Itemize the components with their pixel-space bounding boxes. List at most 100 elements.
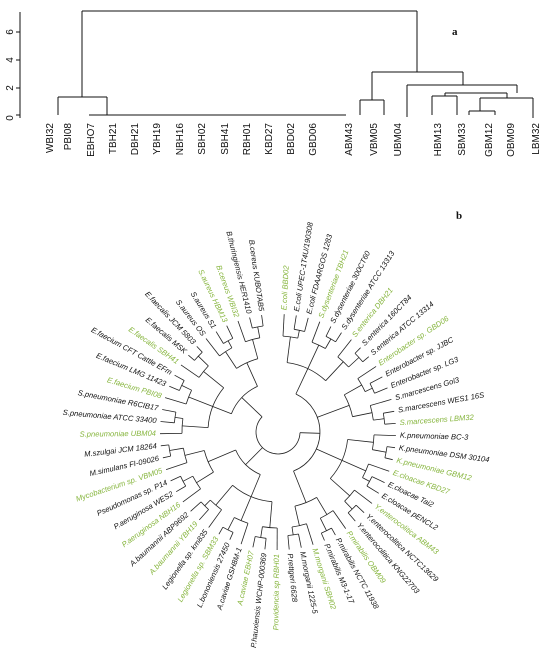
dendrogram-leaf-label: SBH02 bbox=[197, 123, 208, 155]
taxon-label: S.marcescens LBM32 bbox=[399, 413, 475, 427]
taxon-label: S.pneumoniae ATCC 33400 bbox=[62, 408, 157, 425]
tree-branch bbox=[384, 457, 393, 461]
tree-branch bbox=[252, 339, 259, 359]
tree-branch bbox=[386, 446, 396, 449]
tree-branch bbox=[366, 476, 373, 487]
tree-branch bbox=[335, 332, 342, 343]
tree-branch bbox=[354, 489, 373, 504]
dendrogram-branch bbox=[431, 95, 458, 115]
tree-branch bbox=[343, 394, 353, 417]
dendrogram-leaf-label: RBH01 bbox=[242, 123, 253, 156]
tree-branch bbox=[170, 475, 181, 482]
tree-branch bbox=[160, 421, 175, 424]
tree-branch bbox=[325, 338, 332, 349]
tree-branch bbox=[320, 532, 325, 541]
tree-branch bbox=[169, 447, 184, 451]
tree-branch bbox=[341, 460, 366, 472]
tree-branch bbox=[160, 444, 169, 447]
tree-branch bbox=[331, 527, 336, 536]
dendrogram-branch bbox=[57, 96, 108, 115]
tree-branch bbox=[373, 434, 396, 436]
tree-branch bbox=[347, 512, 356, 522]
dendrogram-leaf-label: YBH19 bbox=[152, 123, 163, 155]
tree-branch bbox=[325, 336, 336, 343]
tree-branch bbox=[366, 485, 380, 494]
tree-branch bbox=[294, 506, 300, 526]
dendrogram-leaf-label: LBM32 bbox=[531, 123, 542, 155]
tree-branch bbox=[199, 509, 209, 521]
dendrogram-leaf-label: SBH41 bbox=[220, 123, 231, 155]
tree-branch bbox=[372, 449, 387, 453]
tree-branch bbox=[162, 455, 171, 459]
tree-branch bbox=[297, 330, 300, 339]
dendrogram-branch bbox=[359, 99, 385, 115]
tree-branch bbox=[306, 523, 314, 545]
tree-branch bbox=[304, 317, 309, 332]
tree-branch bbox=[269, 501, 273, 528]
tree-branch bbox=[316, 497, 328, 515]
dendrogram-leaf-label: NBH16 bbox=[175, 123, 186, 156]
dendrogram-branch bbox=[468, 110, 496, 115]
tree-branch bbox=[182, 425, 209, 428]
tree-branch bbox=[362, 477, 370, 482]
taxon-label: S.pneumoniae UBM04 bbox=[80, 429, 157, 439]
tree-branch bbox=[252, 325, 264, 329]
tree-branch bbox=[192, 476, 201, 490]
tree-branch bbox=[369, 376, 383, 384]
tree-branch bbox=[325, 326, 332, 337]
tree-branch bbox=[347, 439, 374, 443]
tree-branch bbox=[330, 478, 350, 497]
dendrogram-leaf-labels: WBI32 PBI08 EBHO7 TBH21 DBH21 YBH19 NBH16 SBH02… bbox=[45, 123, 542, 157]
tree-branch bbox=[208, 509, 222, 528]
tree-branch bbox=[257, 326, 261, 338]
tree-branch bbox=[337, 339, 352, 358]
tree-branch bbox=[364, 387, 373, 392]
tree-branch bbox=[295, 368, 309, 395]
taxon-label: K.pneumoniae BC-3 bbox=[400, 431, 469, 442]
tree-leaf-labels: E.coli BBD02 E.coli UPEC-1T4U/190308E.col… bbox=[62, 221, 490, 649]
taxon-label: P.rettgeri 6628 bbox=[286, 553, 300, 603]
tree-branch bbox=[357, 366, 377, 379]
tree-branch bbox=[212, 406, 232, 415]
tree-branch bbox=[227, 340, 233, 348]
y-axis-tick-label: 2 bbox=[5, 85, 16, 91]
tree-branch bbox=[180, 364, 200, 378]
tree-branch bbox=[317, 405, 350, 418]
dendrogram-branch bbox=[479, 97, 534, 118]
tree-branch bbox=[196, 346, 203, 353]
tree-branch bbox=[205, 338, 220, 357]
dendrogram-leaf-label: WBI32 bbox=[45, 123, 56, 153]
dendrogram-panel: 0 2 4 6 WBI32 PBI08 EBHO7 TBH21 DBH21 YBH19 NB… bbox=[5, 10, 542, 157]
tree-branch bbox=[249, 317, 253, 329]
panel-b-label: b bbox=[456, 210, 462, 222]
tree-branch bbox=[373, 418, 385, 421]
tree-branch bbox=[203, 371, 224, 389]
tree-branch bbox=[229, 532, 234, 540]
dendrogram-leaf-label: HBM13 bbox=[433, 123, 444, 157]
tree-branch bbox=[352, 412, 373, 418]
tree-branch bbox=[370, 399, 392, 406]
dendrogram-leaf-label: OBM09 bbox=[506, 123, 517, 157]
tree-branch bbox=[298, 533, 302, 548]
tree-branch bbox=[218, 527, 224, 535]
tree-branch bbox=[291, 526, 294, 535]
dendrogram-leaf-label: BBD02 bbox=[286, 123, 297, 155]
tree-branch bbox=[287, 535, 290, 550]
tree-branch bbox=[371, 476, 385, 483]
tree-branch bbox=[225, 351, 237, 369]
tree-branch bbox=[182, 475, 193, 482]
tree-branch bbox=[348, 357, 360, 368]
phylogenetic-tree-panel: b E.coli BBD02 E.coli UPEC-1T4U/190308E.c… bbox=[62, 210, 490, 648]
tree-branch bbox=[319, 518, 327, 531]
tree-branch bbox=[215, 485, 233, 506]
tree-branch bbox=[260, 526, 263, 538]
tree-branch bbox=[184, 450, 205, 456]
tree-branch bbox=[240, 523, 249, 545]
tree-branch bbox=[307, 344, 320, 369]
dendrogram-branches bbox=[57, 10, 534, 118]
dendrogram-branch bbox=[371, 71, 464, 100]
tree-branch bbox=[188, 396, 213, 407]
dendrogram-leaf-label: ABM43 bbox=[344, 123, 355, 156]
dendrogram-leaf-label: VBM05 bbox=[369, 123, 380, 156]
